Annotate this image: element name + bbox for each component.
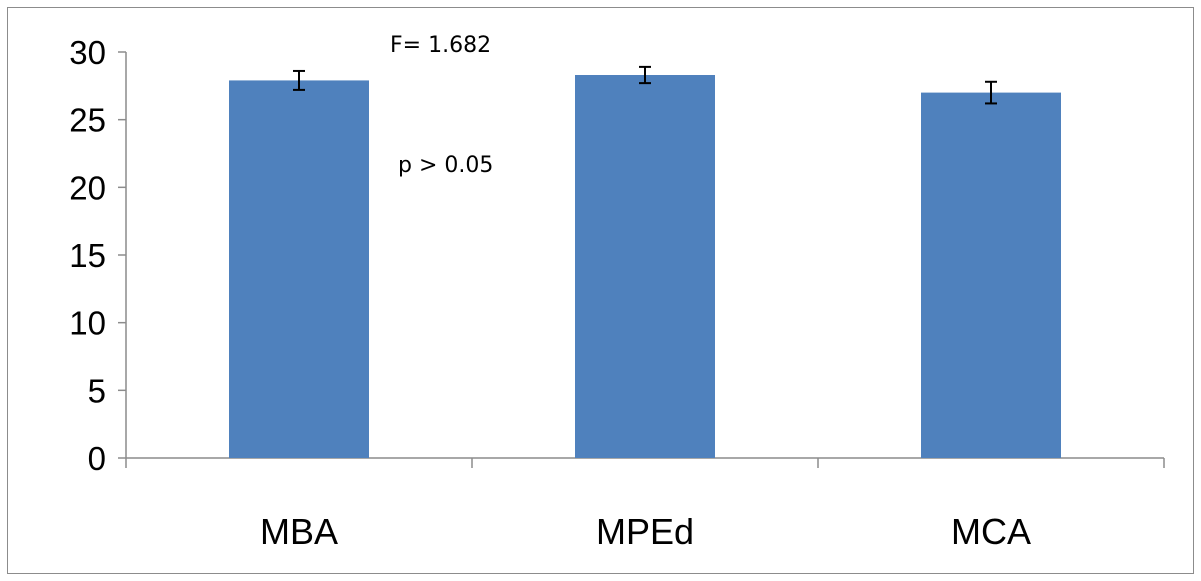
error-bar-mped (639, 65, 651, 85)
bar-mped (575, 75, 715, 459)
y-tick-label: 5 (88, 372, 106, 409)
y-tick-label: 0 (88, 440, 106, 477)
bar-mca (921, 92, 1061, 458)
y-tick-label: 25 (69, 102, 106, 139)
bar-mba (229, 80, 369, 459)
y-tick-label: 30 (69, 34, 106, 71)
y-tick-label: 20 (69, 169, 106, 206)
error-bar-mca (985, 80, 997, 105)
y-tick-label: 10 (69, 305, 106, 342)
p-value-annotation: p > 0.05 (398, 153, 493, 178)
error-bar-mba (293, 69, 305, 91)
f-statistic-annotation: F= 1.682 (390, 33, 491, 58)
x-category-label: MBA (260, 511, 338, 552)
x-category-label: MPEd (596, 511, 694, 552)
bars (229, 75, 1061, 459)
x-category-label: MCA (951, 511, 1031, 552)
error-bars (293, 65, 997, 105)
labels: 0 5 10 15 20 25 30 MBA MPEd MCA (69, 34, 1031, 552)
y-tick-label: 15 (69, 237, 106, 274)
